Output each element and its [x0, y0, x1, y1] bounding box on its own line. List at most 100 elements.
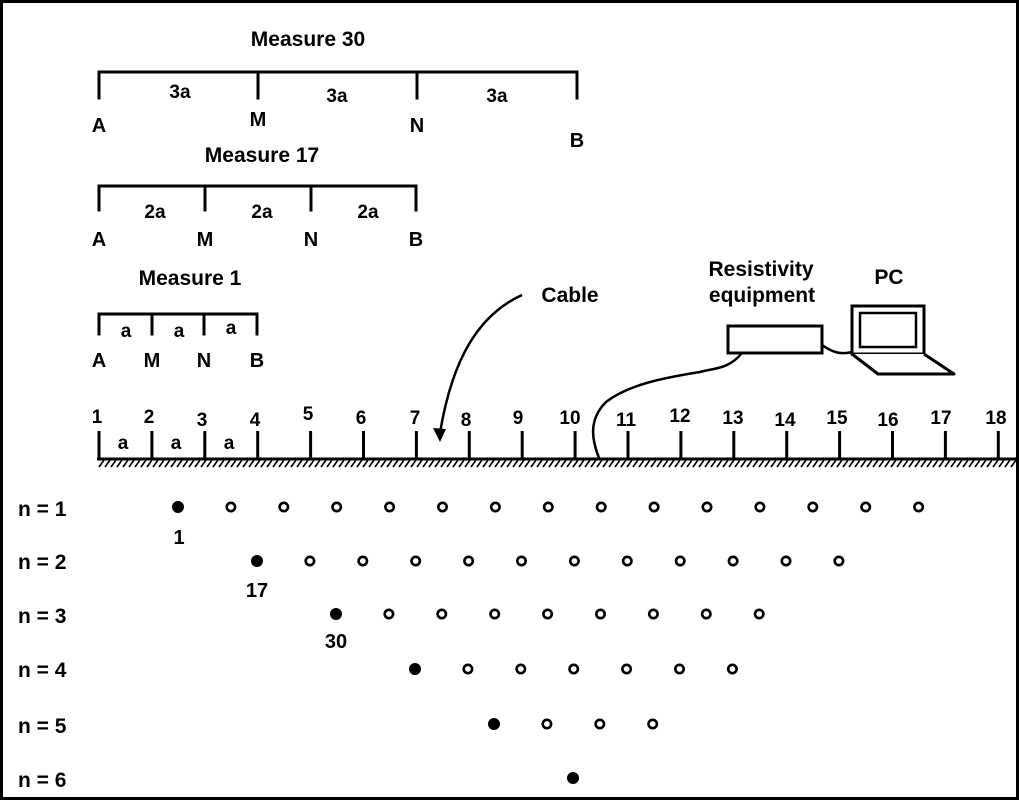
row-label-n3: n = 3: [18, 605, 66, 628]
ground-hatch: [674, 459, 681, 468]
row-label-n2: n = 2: [18, 551, 66, 574]
measurement-point: [304, 555, 316, 567]
measurement-point: [594, 608, 606, 620]
ground-hatch: [554, 459, 561, 468]
measure-30-segment-1: 3a: [169, 82, 191, 103]
measurement-point: [726, 663, 738, 675]
ground-hatch: [638, 459, 645, 468]
measurement-point: [621, 555, 633, 567]
ground-hatch: [962, 459, 969, 468]
electrode-number-10: 10: [559, 408, 580, 429]
ground-hatch: [218, 459, 225, 468]
ground-hatch: [152, 459, 159, 468]
ground-hatch: [362, 459, 369, 468]
ground-hatch: [860, 459, 867, 468]
ground-hatch: [518, 459, 525, 468]
ground-hatch: [260, 459, 267, 468]
ground-hatch: [320, 459, 327, 468]
measurement-point: [541, 718, 553, 730]
measure-30-segment-3: 3a: [486, 86, 508, 107]
ground-hatch: [404, 459, 411, 468]
ground-hatch: [716, 459, 723, 468]
measurement-point: [780, 555, 792, 567]
spacing-label-1: a: [118, 433, 129, 454]
ground-hatch: [164, 459, 171, 468]
resistivity-label-line2: equipment: [709, 284, 815, 307]
ground-hatch: [338, 459, 345, 468]
measure-1-electrode-b: B: [250, 350, 264, 372]
ground-hatch: [878, 459, 885, 468]
ground-hatch: [500, 459, 507, 468]
ground-hatch: [926, 459, 933, 468]
ground-hatch: [608, 459, 615, 468]
ground-hatch: [506, 459, 513, 468]
measure-1-group: Measure 1 a a a A M N B: [92, 267, 264, 372]
measure-17-electrode-a: A: [92, 229, 106, 251]
measurement-point: [383, 608, 395, 620]
ground-hatch: [422, 459, 429, 468]
ground-hatch: [104, 459, 111, 468]
row-label-n1: n = 1: [18, 498, 67, 521]
electrode-number-5: 5: [303, 404, 314, 425]
ground-hatch: [230, 459, 237, 468]
measurement-point: [701, 501, 713, 513]
measurement-point: [674, 555, 686, 567]
measurement-point: [463, 555, 475, 567]
ground-hatch: [278, 459, 285, 468]
ground-hatch: [1004, 459, 1011, 468]
ground-hatch: [848, 459, 855, 468]
electrode-number-4: 4: [250, 410, 261, 431]
ground-hatch: [134, 459, 141, 468]
ground-hatch: [764, 459, 771, 468]
ground-hatch: [314, 459, 321, 468]
ground-hatch: [812, 459, 819, 468]
measurement-point: [515, 663, 527, 675]
ground-hatch: [470, 459, 477, 468]
ground-hatch: [368, 459, 375, 468]
measurement-point-filled: [330, 608, 342, 620]
ground-hatch: [704, 459, 711, 468]
ground-hatch: [950, 459, 957, 468]
electrode-number-9: 9: [513, 408, 524, 429]
laptop-icon: [850, 304, 956, 376]
measure-1-electrode-a: A: [92, 350, 106, 372]
ground-hatch: [266, 459, 273, 468]
measure-17-electrode-n: N: [304, 229, 318, 251]
measurement-point: [278, 501, 290, 513]
measure-marker-label-17: 17: [246, 580, 268, 602]
ground-hatch: [710, 459, 717, 468]
ground-hatch: [620, 459, 627, 468]
ground-hatch: [920, 459, 927, 468]
ground-hatch: [446, 459, 453, 468]
measure-marker-label-30: 30: [325, 631, 347, 653]
electrode-number-12: 12: [669, 406, 690, 427]
measure-30-title: Measure 30: [251, 28, 365, 51]
measurement-point: [621, 663, 633, 675]
measurement-point: [860, 501, 872, 513]
ground-hatch: [176, 459, 183, 468]
electrode-number-2: 2: [144, 407, 155, 428]
measurement-point: [594, 718, 606, 730]
ground-hatch: [680, 459, 687, 468]
measurement-point: [913, 501, 925, 513]
ground-hatch: [806, 459, 813, 468]
ground-hatch: [374, 459, 381, 468]
cable-label: Cable: [541, 284, 598, 307]
ground-hatch: [206, 459, 213, 468]
ground-hatch: [890, 459, 897, 468]
measurement-point: [647, 608, 659, 620]
ground-hatch: [428, 459, 435, 468]
cable-arrow: [438, 293, 523, 434]
measurement-point: [410, 555, 422, 567]
ground-hatch: [440, 459, 447, 468]
ground-hatch: [476, 459, 483, 468]
ground-hatch: [272, 459, 279, 468]
electrode-number-7: 7: [410, 408, 421, 429]
electrode-number-13: 13: [722, 408, 743, 429]
ground-hatch: [398, 459, 405, 468]
ground-hatch: [452, 459, 459, 468]
ground-hatch: [458, 459, 465, 468]
ground-hatch: [698, 459, 705, 468]
ground-hatch: [356, 459, 363, 468]
measurement-point-filled: [488, 718, 500, 730]
